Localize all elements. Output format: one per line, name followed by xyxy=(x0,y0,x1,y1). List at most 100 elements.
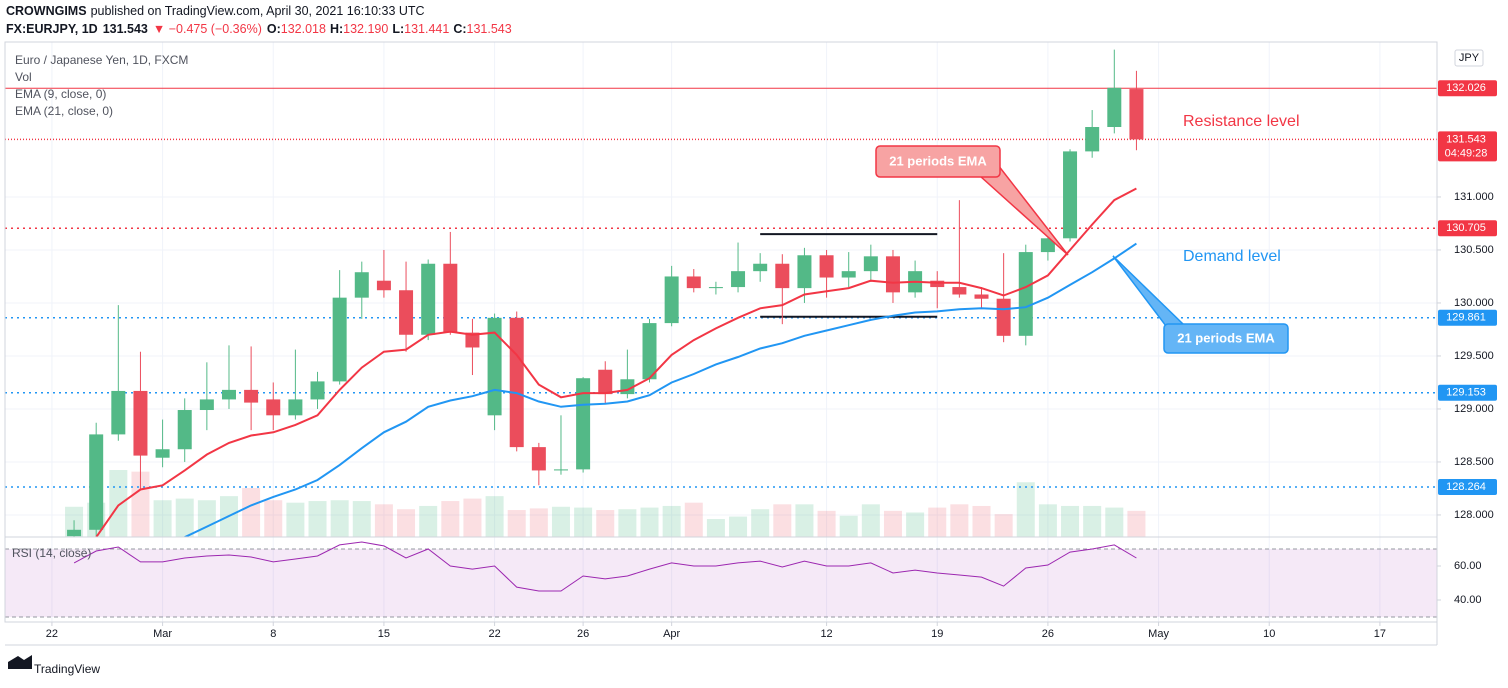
quote-value: 132.018 xyxy=(281,22,326,36)
brand-logo xyxy=(8,655,32,669)
volume-bar xyxy=(1127,510,1146,537)
candle-body xyxy=(1085,127,1100,152)
candle-body xyxy=(863,256,878,272)
quote-value: 131.543 xyxy=(467,22,512,36)
candle-body xyxy=(642,323,657,380)
level-label-box xyxy=(1438,80,1497,97)
x-tick-label: 26 xyxy=(1042,628,1054,640)
legend-entry: EMA (21, close, 0) xyxy=(15,104,113,118)
candle-body xyxy=(952,287,967,295)
volume-bar xyxy=(153,500,172,537)
y-tick-label: 128.500 xyxy=(1454,456,1494,468)
volume-bar xyxy=(906,512,925,537)
candle-body xyxy=(199,399,214,411)
volume-bar xyxy=(330,500,349,537)
volume-bar xyxy=(928,507,947,537)
legend-rsi: RSI (14, close) xyxy=(12,546,91,560)
symbol: FX:EURJPY, 1D xyxy=(6,22,98,36)
volume-bar xyxy=(1083,505,1102,537)
volume-bar xyxy=(861,504,880,537)
callout-text: 21 periods EMA xyxy=(1177,330,1275,345)
publisher: CROWNGIMS xyxy=(6,4,87,18)
legend-entry: EMA (9, close, 0) xyxy=(15,87,106,101)
level-label-box xyxy=(1438,131,1497,162)
volume-bar xyxy=(684,502,703,537)
candle-body xyxy=(288,399,303,416)
candle-body xyxy=(1040,238,1055,253)
level-label: 129.153 xyxy=(1446,387,1486,399)
rsi-pane xyxy=(5,541,1437,618)
candle-body xyxy=(1018,252,1033,336)
legend-instrument: Euro / Japanese Yen, 1D, FXCM xyxy=(15,53,188,67)
x-tick-label: 22 xyxy=(488,628,500,640)
annotation: Demand level xyxy=(1183,248,1281,265)
candle-body xyxy=(465,332,480,348)
annotation: Resistance level xyxy=(1183,113,1300,130)
volume-bar xyxy=(574,507,593,537)
y-tick-label: 131.000 xyxy=(1454,191,1494,203)
brand: TradingView xyxy=(34,662,100,676)
last-price: 131.543 xyxy=(103,22,148,36)
quote-value: 132.190 xyxy=(343,22,388,36)
candle-body xyxy=(930,280,945,288)
x-tick-label: May xyxy=(1148,628,1169,640)
candle-body xyxy=(1107,87,1122,128)
rsi-tick-label: 60.00 xyxy=(1454,560,1482,572)
volume-bar xyxy=(264,500,283,537)
candle-body xyxy=(841,271,856,278)
candle-body xyxy=(177,410,192,450)
volume-bar xyxy=(729,516,748,537)
candle-body xyxy=(885,256,900,293)
price-pane xyxy=(5,49,1437,537)
volume-bar xyxy=(242,487,261,537)
volume-bar xyxy=(1061,505,1080,537)
rsi-band-fill xyxy=(5,549,1437,618)
x-tick-label: 12 xyxy=(820,628,832,640)
candle-body xyxy=(266,399,281,416)
candle-body xyxy=(509,317,524,448)
volume-bar xyxy=(529,508,548,537)
volume-bar xyxy=(419,505,438,537)
callout-box xyxy=(1163,323,1289,354)
currency-box xyxy=(1454,49,1484,67)
candle-body xyxy=(775,263,790,289)
volume-bar xyxy=(883,510,902,537)
candle-body xyxy=(974,294,989,299)
candle-body xyxy=(67,529,82,537)
change: ▼ −0.475 (−0.36%) xyxy=(153,22,262,36)
volume-bar xyxy=(507,510,526,537)
candle-body xyxy=(753,263,768,272)
volume-bar xyxy=(662,505,681,537)
level-label: 131.543 xyxy=(1446,133,1486,145)
candle-body xyxy=(332,297,347,382)
candle-body xyxy=(708,287,723,289)
level-label: 128.264 xyxy=(1446,481,1486,493)
volume-bar xyxy=(618,509,637,537)
quote-label: C: xyxy=(453,22,466,36)
volume-bar xyxy=(795,504,814,537)
axis-layer: 22 Mar 8 15 22 26 Apr 12 19 26 May 10 17 128.000 128.5… xyxy=(46,80,1497,640)
candle-body xyxy=(731,271,746,288)
level-label-box xyxy=(1438,309,1497,326)
callout-text: 21 periods EMA xyxy=(889,153,987,168)
candle-body xyxy=(111,390,126,435)
rsi-line xyxy=(73,541,1137,592)
candle-body xyxy=(598,369,613,395)
candle-body xyxy=(996,298,1011,336)
volume-bar xyxy=(1016,482,1035,537)
volume-bar xyxy=(286,502,305,537)
volume-bar xyxy=(441,501,460,537)
x-tick-label: 19 xyxy=(931,628,943,640)
candle-body xyxy=(155,449,170,458)
ema-line xyxy=(184,242,1137,537)
candle-body xyxy=(354,272,369,298)
volume-bar xyxy=(950,504,969,537)
volume-bar xyxy=(706,519,725,537)
candle-body xyxy=(89,434,104,530)
level-label-box xyxy=(1438,384,1497,401)
level-label: 130.705 xyxy=(1446,222,1486,234)
x-tick-label: Apr xyxy=(663,628,680,640)
candle-body xyxy=(221,389,236,400)
quote-line: FX:EURJPY, 1D 131.543 ▼ −0.475 (−0.36%) O:1… xyxy=(6,22,512,36)
